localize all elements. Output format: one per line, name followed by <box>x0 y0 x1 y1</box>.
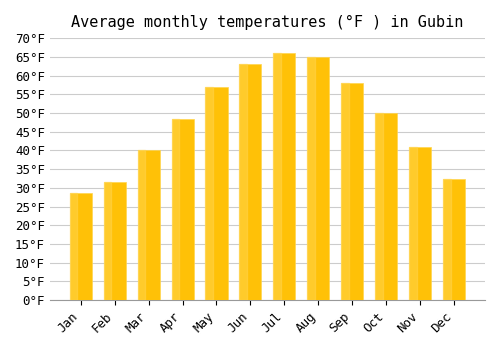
Bar <box>443 178 465 300</box>
Bar <box>172 119 194 300</box>
Bar <box>375 113 398 300</box>
Bar <box>409 147 432 300</box>
Bar <box>206 87 213 300</box>
Bar <box>70 194 78 300</box>
Bar <box>274 53 295 300</box>
Bar <box>206 87 228 300</box>
Bar <box>375 113 383 300</box>
Bar <box>104 182 126 300</box>
Bar <box>308 57 330 300</box>
Bar <box>138 150 160 300</box>
Bar <box>138 150 145 300</box>
Bar <box>274 53 281 300</box>
Bar <box>240 64 247 300</box>
Bar <box>240 64 262 300</box>
Bar <box>104 182 112 300</box>
Title: Average monthly temperatures (°F ) in Gubin: Average monthly temperatures (°F ) in Gu… <box>71 15 464 30</box>
Bar <box>443 178 451 300</box>
Bar <box>308 57 315 300</box>
Bar <box>409 147 417 300</box>
Bar <box>70 194 92 300</box>
Bar <box>342 83 349 300</box>
Bar <box>342 83 363 300</box>
Bar <box>172 119 179 300</box>
